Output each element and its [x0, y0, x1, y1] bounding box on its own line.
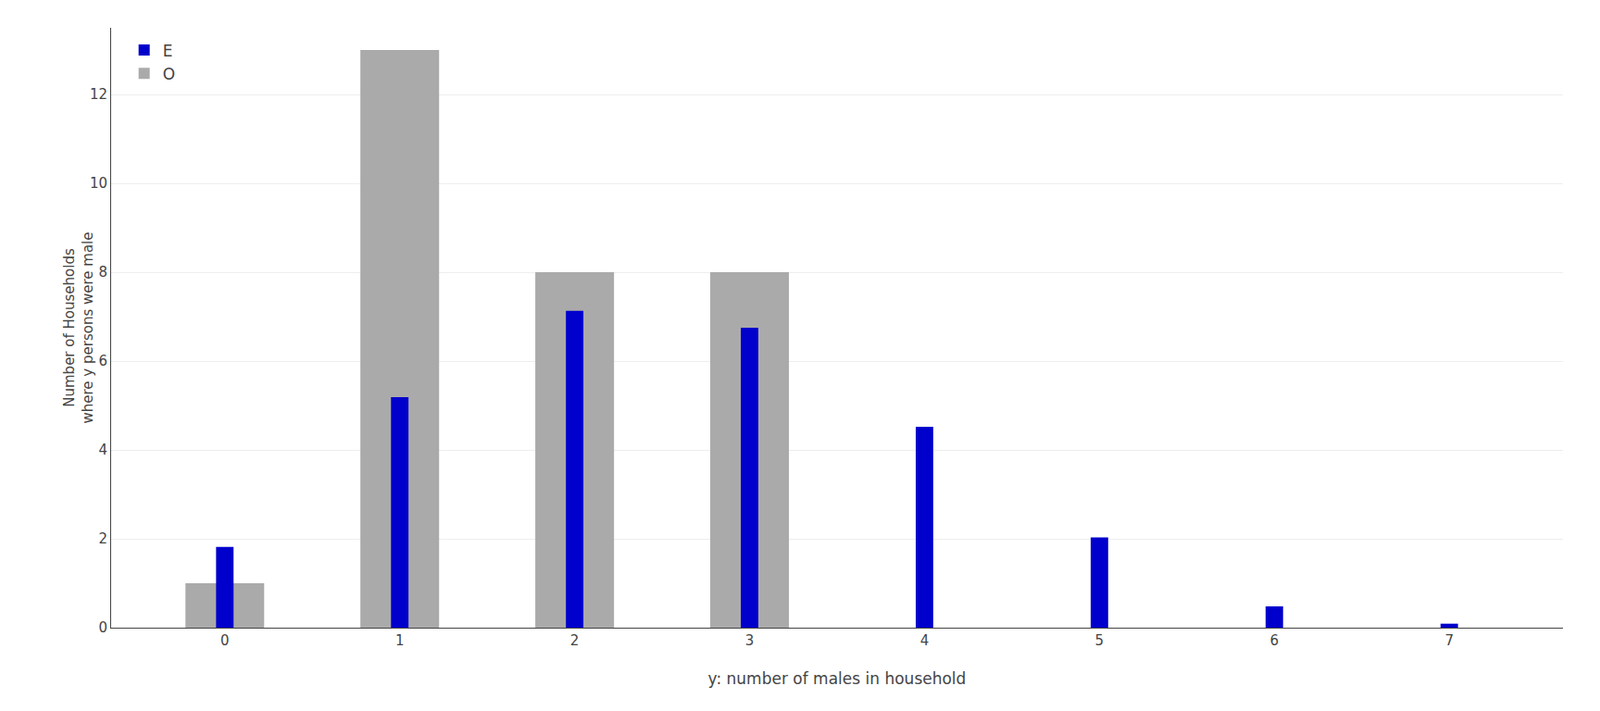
svg-text:6: 6: [98, 352, 108, 370]
svg-text:y: number of males in househol: y: number of males in household: [708, 669, 967, 688]
svg-text:0: 0: [98, 619, 108, 637]
svg-text:1: 1: [395, 632, 405, 650]
svg-text:8: 8: [98, 263, 108, 281]
svg-text:2: 2: [570, 632, 580, 650]
svg-text:3: 3: [745, 632, 755, 650]
svg-text:4: 4: [920, 632, 930, 650]
svg-text:Number of Householdswhere y pe: Number of Householdswhere y persons were…: [61, 231, 97, 424]
svg-text:4: 4: [98, 441, 108, 459]
svg-text:0: 0: [220, 632, 230, 650]
svg-text:O: O: [162, 64, 175, 84]
svg-text:12: 12: [89, 86, 108, 103]
svg-text:5: 5: [1095, 632, 1105, 650]
svg-text:6: 6: [1270, 632, 1280, 650]
svg-text:7: 7: [1444, 632, 1454, 650]
svg-text:2: 2: [98, 530, 108, 548]
svg-text:E: E: [162, 41, 174, 61]
svg-text:10: 10: [89, 175, 108, 192]
